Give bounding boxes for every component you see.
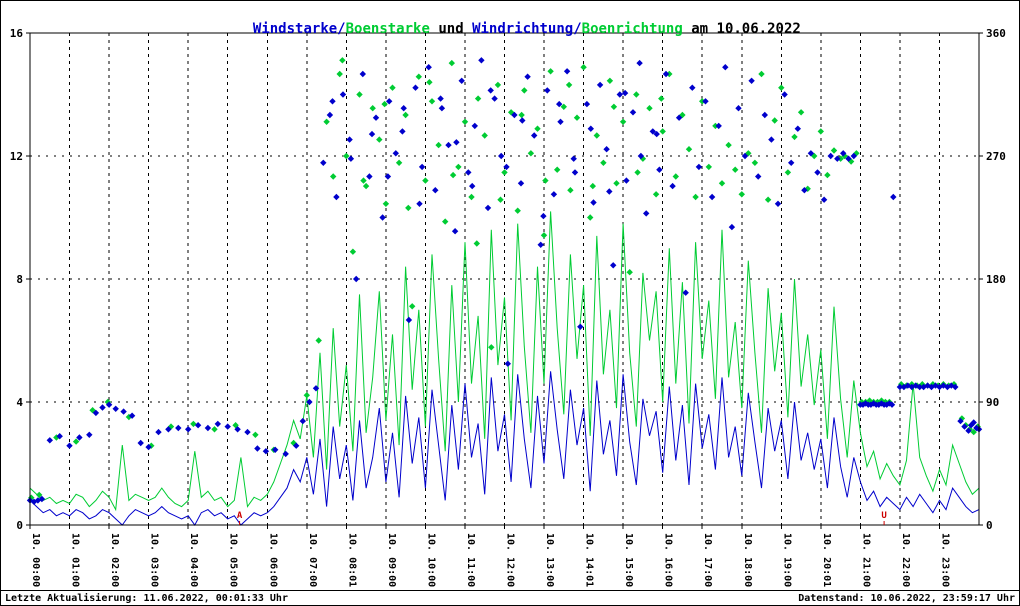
series-windstaerke-line: [29, 371, 980, 526]
chart-title: Windstarke/Boenstarke und Windrichtung/B…: [1, 5, 1019, 53]
sunset-marker: U: [881, 511, 886, 521]
x-tick-label: 10. 15:00: [623, 533, 634, 587]
x-tick-label: 10. 09:00: [386, 533, 397, 587]
x-tick-label: 10. 20:01: [821, 533, 832, 587]
x-tick-label: 10. 07:00: [307, 533, 318, 587]
x-tick-label: 10. 03:00: [149, 533, 160, 587]
axes: 0 4 8 12 16 0 90 180 270 360 10. 00:00 10. 01:00 10.…: [10, 27, 1006, 587]
y-left-tick-label: 16: [10, 27, 24, 40]
footer-bar: Letzte Aktualisierung: 11.06.2022, 00:01…: [1, 590, 1019, 605]
title-part-und: und: [429, 21, 473, 37]
x-tick-label: 10. 01:00: [70, 533, 81, 587]
title-part-date: am 10.06.2022: [682, 21, 801, 37]
y-right-tick-label: 360: [986, 27, 1006, 40]
y-left-tick-label: 12: [10, 150, 23, 163]
last-update-label: Letzte Aktualisierung: 11.06.2022, 00:01…: [5, 592, 288, 604]
x-tick-label: 10. 13:00: [544, 533, 555, 587]
x-tick-label: 10. 23:00: [940, 533, 951, 587]
x-tick-label: 10. 22:00: [900, 533, 911, 587]
series-windrichtung-markers: [26, 57, 983, 505]
x-tick-label: 10. 08:01: [346, 533, 357, 587]
sunrise-marker: A: [237, 511, 243, 521]
title-part-windrichtung: Windrichtung/: [472, 21, 582, 37]
x-tick-label: 10. 06:00: [267, 533, 278, 587]
x-tick-label: 10. 05:00: [228, 533, 239, 587]
data-timestamp-label: Datenstand: 10.06.2022, 23:59:17 Uhr: [798, 592, 1015, 604]
title-part-boenstarke: Boenstarke: [345, 21, 430, 37]
series-boenstaerke-line: [29, 211, 980, 512]
x-tick-label: 10. 21:00: [860, 533, 871, 587]
y-left-tick-label: 8: [16, 273, 23, 286]
x-tick-label: 10. 17:00: [702, 533, 713, 587]
y-right-tick-label: 180: [986, 273, 1006, 286]
gridlines: [30, 33, 979, 525]
y-right-tick-label: 270: [986, 150, 1006, 163]
title-part-windstarke: Windstarke/: [252, 21, 346, 37]
x-tick-label: 10. 14:01: [584, 533, 595, 587]
x-tick-label: 10. 12:00: [505, 533, 516, 587]
x-tick-label: 10. 02:00: [109, 533, 120, 587]
x-tick-label: 10. 04:00: [188, 533, 199, 587]
title-part-boenrichtung: Boenrichtung: [581, 21, 683, 37]
y-left-tick-label: 4: [16, 396, 23, 409]
x-tick-label: 10. 18:00: [742, 533, 753, 587]
wind-chart-plot: 0 4 8 12 16 0 90 180 270 360 10. 00:00 10. 01:00 10.…: [1, 1, 1019, 593]
x-tick-label: 10. 10:00: [425, 533, 436, 587]
y-left-tick-label: 0: [16, 519, 23, 532]
y-right-tick-label: 90: [986, 396, 999, 409]
y-right-tick-label: 0: [986, 519, 993, 532]
x-tick-label: 10. 16:00: [663, 533, 674, 587]
x-tick-label: 10. 19:00: [781, 533, 792, 587]
chart-canvas: 0 4 8 12 16 0 90 180 270 360 10. 00:00 10. 01:00 10.…: [10, 27, 1006, 587]
x-tick-label: 10. 00:00: [30, 533, 41, 587]
x-tick-label: 10. 11:00: [465, 533, 476, 587]
